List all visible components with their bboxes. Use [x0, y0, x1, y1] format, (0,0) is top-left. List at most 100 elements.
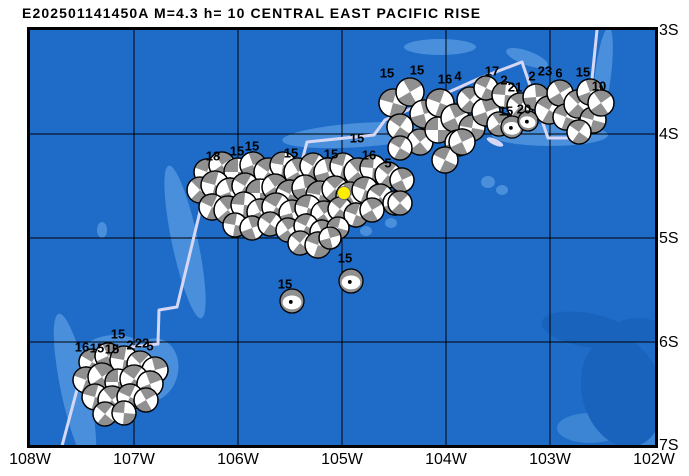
bathymetry-patch — [613, 318, 655, 342]
bathymetry-patch — [496, 185, 508, 195]
bathymetry-patch — [97, 222, 107, 238]
beachball-gray-quadrants — [260, 212, 280, 236]
depth-label: 2 — [528, 68, 535, 83]
beachball-gray-quadrants — [379, 89, 407, 117]
beachball-gray-quadrants — [327, 217, 349, 239]
beachball-axis-dot — [509, 125, 513, 130]
beachball-gray-quadrants — [410, 129, 430, 155]
beachball-mechanism — [279, 288, 305, 314]
depth-label: 15 — [338, 250, 352, 265]
depth-label: 15 — [350, 130, 364, 145]
lon-label-108w: 108W — [9, 451, 51, 468]
beachball-axis-dot — [288, 300, 293, 304]
beachball-gray-quadrants — [548, 80, 572, 106]
depth-label: 2 — [500, 72, 507, 87]
beachball-gray-quadrants — [450, 129, 474, 155]
beachball-gray-quadrants — [442, 104, 468, 132]
beachball-axis-dot — [347, 280, 352, 284]
bathymetry-patch — [486, 137, 504, 147]
depth-label: 10 — [592, 78, 606, 93]
beachball-mechanism — [359, 197, 385, 223]
beachball-gray-quadrants — [569, 120, 589, 144]
beachball-mechanism — [387, 190, 413, 216]
epicenter-marker — [337, 186, 351, 200]
bathymetry-patch — [481, 176, 495, 188]
depth-label: 18 — [206, 148, 220, 163]
depth-label: 15 — [499, 103, 513, 118]
depth-label: 6 — [555, 65, 562, 80]
bathymetry-patch — [164, 165, 206, 319]
lat-label-4s: 4S — [659, 126, 679, 143]
depth-label: 15 — [230, 143, 244, 158]
lon-label-106w: 106W — [217, 451, 259, 468]
beachball-gray-quadrants — [290, 231, 310, 255]
beachball-mechanism — [587, 89, 615, 117]
beachball-gray-quadrants — [433, 147, 457, 173]
beachball-gray-quadrants — [425, 117, 451, 143]
depth-label: 15 — [380, 65, 394, 80]
bathymetry-patch — [360, 226, 372, 236]
beachball-gray-quadrants — [459, 115, 485, 141]
depth-label: 15 — [324, 146, 338, 161]
depth-label: 15 — [105, 341, 119, 356]
figure-title: E202501141450A M=4.3 h= 10 CENTRAL EAST … — [22, 5, 482, 21]
depth-label: 2 — [126, 337, 133, 352]
depth-label: 5 — [146, 338, 153, 353]
beachball-mechanism — [517, 110, 539, 132]
depth-label: 16 — [438, 71, 452, 86]
lat-label-7s: 7S — [659, 437, 679, 454]
bathymetry-patch — [166, 182, 174, 194]
depth-label: 21 — [508, 79, 522, 94]
beachball-gray-quadrants — [112, 401, 136, 425]
depth-label: 17 — [485, 63, 499, 78]
beachball-mechanism — [318, 226, 342, 250]
lon-label-107w: 107W — [113, 451, 155, 468]
beachball-gray-quadrants — [489, 112, 509, 136]
beachball-gray-quadrants — [577, 79, 603, 105]
beachball-mechanism — [431, 146, 459, 174]
beachball-gray-quadrants — [391, 191, 409, 215]
beachball-gray-quadrants — [580, 107, 606, 133]
lon-label-103w: 103W — [529, 451, 571, 468]
beachball-gray-quadrants — [344, 203, 368, 227]
beachball-gray-quadrants — [95, 402, 115, 426]
depth-label: 15 — [410, 62, 424, 77]
beachball-gray-quadrants — [523, 84, 549, 110]
bathymetry-patch — [506, 48, 548, 68]
beachball-gray-quadrants — [397, 78, 423, 106]
beachball-axis-dot — [524, 119, 529, 124]
beachball-gray-quadrants — [389, 136, 411, 160]
lon-label-102w: 102W — [633, 451, 675, 468]
depth-label: 15 — [278, 276, 292, 291]
beachball-gray-quadrants — [319, 227, 341, 249]
lat-label-5s: 5S — [659, 230, 679, 247]
lat-label-3s: 3S — [659, 22, 679, 39]
beachball-gray-quadrants — [391, 168, 413, 192]
beachball-mechanism — [386, 113, 414, 141]
beachball-gray-quadrants — [240, 152, 266, 178]
depth-label: 5 — [384, 155, 391, 170]
lon-label-104w: 104W — [425, 451, 467, 468]
beachball-gray-quadrants — [305, 232, 331, 258]
beachball-gray-quadrants — [292, 175, 318, 201]
beachball-mechanism — [338, 268, 364, 294]
depth-label: 22 — [135, 335, 149, 350]
beachball-mechanism — [92, 401, 118, 427]
beachball-mechanism — [448, 128, 476, 156]
bathymetry-patch — [385, 218, 397, 228]
depth-label: 4 — [454, 68, 462, 83]
map-frame: 15 15 16 4 17 2 21 2 23 6 15 10 15 20 18 15 15 15 15 15 16 5 1… — [27, 27, 658, 448]
beachball-gray-quadrants — [135, 388, 157, 412]
depth-label: 15 — [576, 64, 590, 79]
depth-label: 16 — [75, 339, 89, 354]
beachball-mechanism — [111, 400, 137, 426]
depth-label: 15 — [284, 145, 298, 160]
beachball-mechanism — [566, 119, 592, 145]
beachball-gray-quadrants — [264, 174, 286, 200]
beachball-mechanism — [387, 135, 413, 161]
depth-label: 15 — [111, 326, 125, 341]
depth-label: 16 — [362, 147, 376, 162]
beachball-mechanism — [389, 167, 415, 193]
